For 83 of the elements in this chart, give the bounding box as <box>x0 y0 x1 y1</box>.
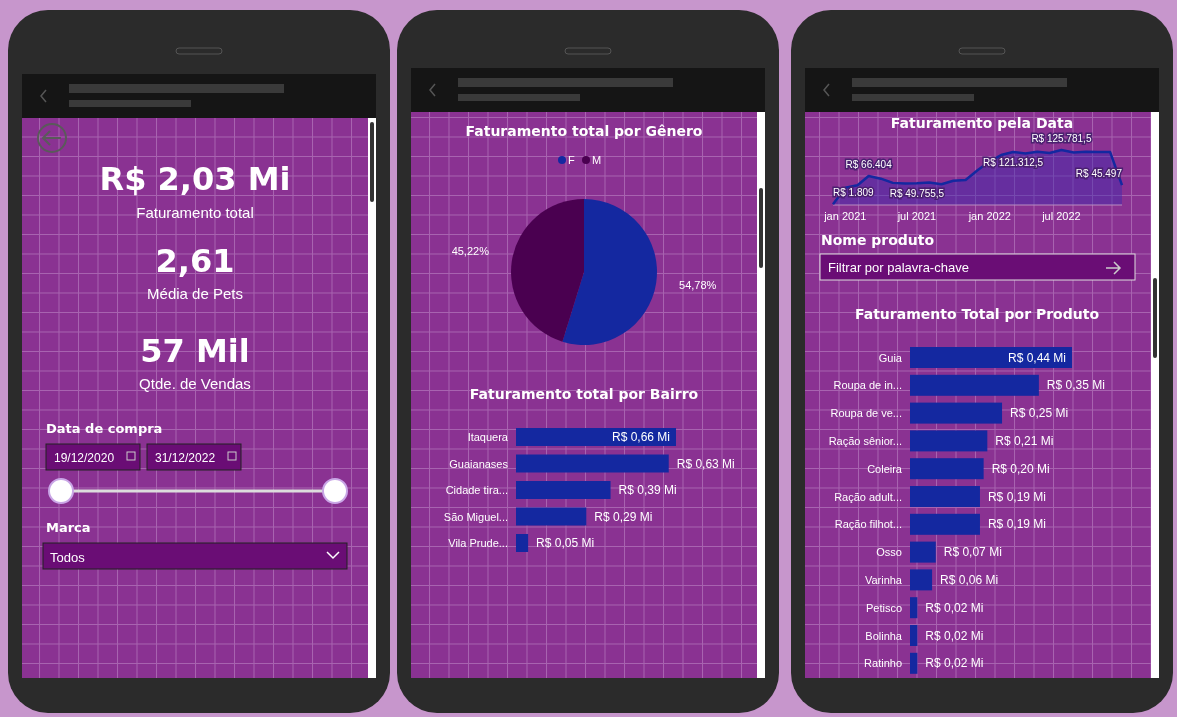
y-tick-label: São Miguel... <box>443 510 508 523</box>
data-label: R$ 0,44 Mi <box>1007 350 1066 365</box>
data-label: R$ 0,19 Mi <box>987 517 1046 532</box>
x-tick-label: jul 2021 <box>896 210 937 222</box>
data-label: R$ 0,02 Mi <box>925 600 984 615</box>
legend-label: F <box>568 154 575 166</box>
y-tick-label: Roupa de ve... <box>830 407 902 420</box>
bar <box>910 569 933 591</box>
bar <box>910 486 980 507</box>
data-label: R$ 0,35 Mi <box>1046 378 1105 393</box>
bar <box>910 652 918 674</box>
chart-title: Faturamento pela Data <box>890 115 1074 131</box>
data-label: R$ 0,39 Mi <box>618 483 677 497</box>
text: 57 Mil <box>140 332 250 370</box>
data-label: R$ 0,05 Mi <box>536 536 595 550</box>
y-tick-label: Petisco <box>865 601 902 614</box>
data-label: R$ 0,66 Mi <box>611 430 670 444</box>
data-label: R$ 0,02 Mi <box>925 628 984 643</box>
data-label: R$ 0,25 Mi <box>1010 406 1069 421</box>
y-tick-label: Vila Prude... <box>448 537 508 549</box>
bar <box>516 507 587 526</box>
x-tick-label: jul 2022 <box>1041 210 1081 222</box>
data-label: R$ 0,63 Mi <box>676 456 735 471</box>
y-tick-label: Ração filhot... <box>834 518 902 531</box>
bar <box>516 534 529 552</box>
bar <box>910 625 918 646</box>
bar <box>910 458 984 480</box>
data-label: R$ 1.809 <box>833 187 875 199</box>
text: Marca <box>46 520 91 535</box>
y-tick-label: Ração adult... <box>834 490 902 503</box>
y-tick-label: Varinha <box>864 573 903 586</box>
text: Nome produto <box>821 232 935 248</box>
data-label: R$ 0,20 Mi <box>991 461 1050 476</box>
bar <box>910 430 988 452</box>
bar <box>910 347 1072 368</box>
y-tick-label: Ratinho <box>864 657 902 670</box>
data-label: R$ 0,21 Mi <box>995 433 1054 448</box>
y-tick-label: Guaianases <box>449 457 509 470</box>
bar <box>516 481 611 499</box>
text: Filtrar por palavra-chave <box>828 260 969 275</box>
y-tick-label: Coleira <box>867 462 903 475</box>
data-label: R$ 0,06 Mi <box>940 572 999 587</box>
text: Qtde. de Vendas <box>139 375 251 392</box>
data-label: R$ 121.312,5 <box>983 156 1044 168</box>
text: Faturamento total <box>136 204 254 221</box>
chart-title: Faturamento total por Bairro <box>469 386 699 402</box>
text: 19/12/2020 <box>54 451 115 465</box>
pie-slice <box>562 199 657 345</box>
text: Data de compra <box>46 421 163 436</box>
y-tick-label: Roupa de in... <box>833 379 902 392</box>
data-label: R$ 66.404 <box>845 158 893 170</box>
bar <box>516 454 669 473</box>
y-tick-label: Itaquera <box>467 431 509 443</box>
y-tick-label: Osso <box>876 546 902 559</box>
bar <box>910 374 1039 396</box>
data-label: R$ 125.781,5 <box>1031 133 1092 144</box>
y-tick-label: Guia <box>878 351 903 364</box>
data-label: R$ 45.497 <box>1075 168 1123 180</box>
data-label: R$ 0,29 Mi <box>594 509 653 524</box>
text: Média de Pets <box>147 285 243 302</box>
data-label: R$ 49.755,5 <box>889 188 945 200</box>
bar <box>910 513 980 535</box>
bar <box>910 541 936 563</box>
chart-title: Faturamento total por Gênero <box>465 123 703 139</box>
data-label: R$ 0,02 Mi <box>925 656 984 671</box>
legend-label: M <box>592 154 602 166</box>
data-label: R$ 0,07 Mi <box>943 545 1002 560</box>
y-tick-label: Cidade tira... <box>445 484 508 496</box>
chart-title: Faturamento Total por Produto <box>854 306 1100 322</box>
pie-slice <box>511 199 584 342</box>
bar <box>910 597 918 619</box>
data-label: 54,78% <box>679 279 717 292</box>
data-label: R$ 0,19 Mi <box>987 489 1046 504</box>
bar <box>910 402 1003 424</box>
y-tick-label: Bolinha <box>865 629 903 642</box>
text: R$ 2,03 Mi <box>99 160 291 198</box>
data-label: 45,22% <box>451 244 490 257</box>
text: 2,61 <box>155 242 235 280</box>
x-tick-label: jan 2022 <box>967 210 1011 222</box>
text: Todos <box>50 550 86 565</box>
y-tick-label: Ração sênior... <box>828 434 902 447</box>
x-tick-label: jan 2021 <box>823 210 867 222</box>
text: 31/12/2022 <box>155 451 216 465</box>
